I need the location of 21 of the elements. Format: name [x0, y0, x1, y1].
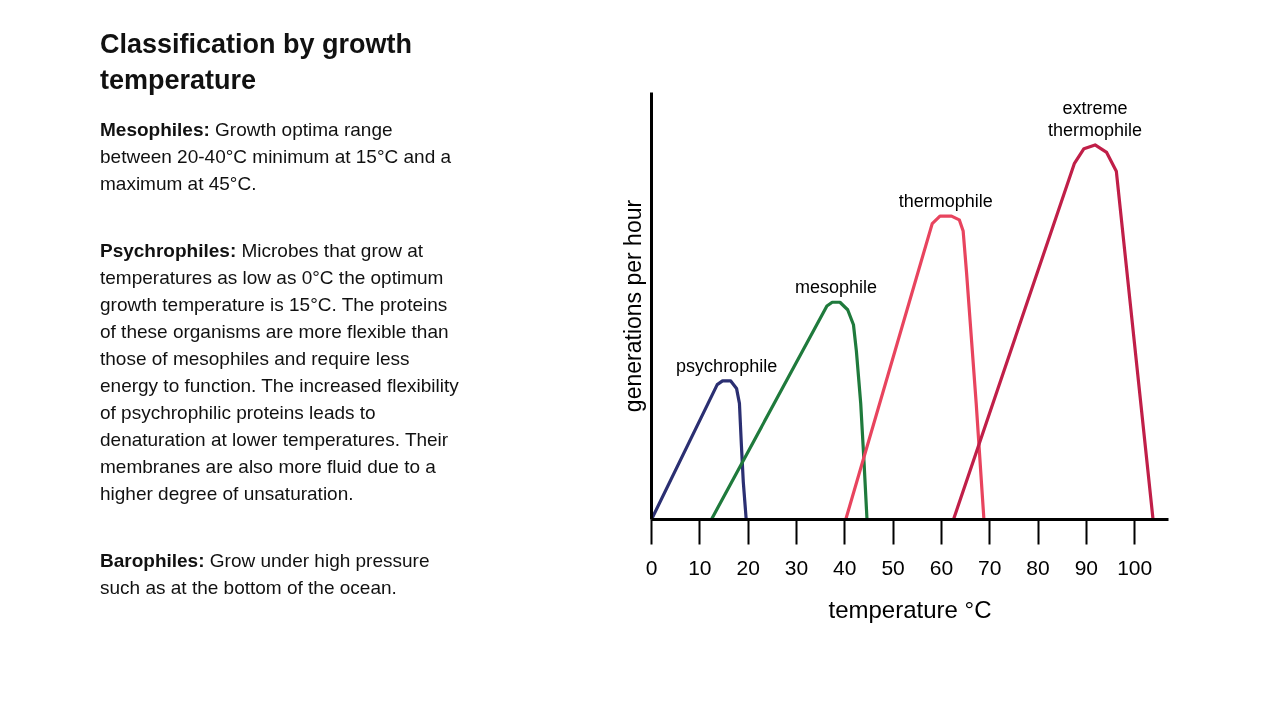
- text: Psychrophiles: Microbes that grow at temperatures as low as 0°C the optimum growth temperature is 15°C. The proteins of these organisms are more flexible than those of mesophiles and require less energy to function. The increased flexibility of psychrophilic proteins leads to denaturation at lower temperatures. Their membranes are also more fluid due to a higher degree of unsaturation.: [100, 240, 459, 504]
- x-tick-label: 40: [833, 555, 857, 579]
- text: Mesophiles: Growth optima range between 20-40°C minimum at 15°C and a maximum at 45°C.: [100, 118, 453, 196]
- x-tick-label: 0: [645, 555, 658, 579]
- y-axis-title: generations per hour: [619, 199, 646, 413]
- text: Classification by growth temperature: [100, 28, 414, 97]
- x-tick-label: 80: [1026, 555, 1050, 579]
- x-tick-label: 10: [688, 555, 712, 579]
- series-label: thermophile: [898, 191, 993, 212]
- series-label: psychrophile: [676, 355, 778, 376]
- x-tick-label: 100: [1117, 555, 1153, 579]
- series-label: mesophile: [795, 277, 878, 298]
- x-tick-label: 30: [784, 555, 809, 579]
- x-tick-label: 50: [881, 555, 905, 579]
- series-label: extreme thermophile: [1048, 97, 1143, 140]
- x-tick-label: 20: [736, 555, 760, 579]
- x-tick-label: 90: [1074, 555, 1099, 579]
- x-tick-label: 70: [978, 555, 1002, 579]
- x-tick-label: 60: [929, 555, 954, 579]
- text: Barophiles: Grow under high pressure such as at the bottom of the ocean.: [100, 549, 431, 600]
- x-axis-title: temperature °C: [828, 595, 992, 623]
